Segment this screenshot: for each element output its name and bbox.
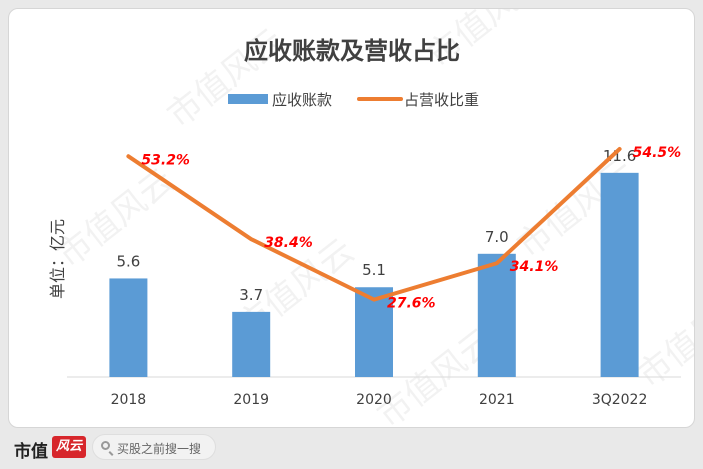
x-tick-label: 3Q2022 xyxy=(592,392,648,408)
footer: 市值 风云 买股之前搜一搜 xyxy=(0,428,703,469)
legend: 应收账款 占营收比重 xyxy=(228,91,479,109)
line-series xyxy=(126,147,622,302)
x-tick-label: 2018 xyxy=(111,392,147,408)
bar xyxy=(477,253,516,377)
bar-data-label: 5.1 xyxy=(362,261,386,279)
bar-data-label: 5.6 xyxy=(116,252,140,270)
bar xyxy=(355,287,393,377)
line-data-label: 54.5% xyxy=(633,145,682,161)
line-data-label: 53.2% xyxy=(141,152,190,168)
search-icon xyxy=(101,441,110,450)
brand-name: 市值 xyxy=(14,442,48,462)
brand-logo: 风云 xyxy=(52,436,86,458)
line-data-label: 27.6% xyxy=(387,296,436,312)
legend-bar-label: 应收账款 xyxy=(272,91,332,109)
bar-labels: 5.6 3.7 5.1 7.0 11.6 xyxy=(116,147,636,304)
x-tick-label: 2020 xyxy=(356,392,392,408)
legend-bar-swatch xyxy=(228,94,268,104)
search-input[interactable]: 买股之前搜一搜 xyxy=(92,434,216,460)
bar xyxy=(109,278,148,377)
x-tick-label: 2021 xyxy=(479,392,515,408)
bar-data-label: 3.7 xyxy=(239,286,263,304)
bar xyxy=(232,311,271,377)
bar-series xyxy=(109,172,639,377)
chart-title: 应收账款及营收占比 xyxy=(244,37,460,65)
bar xyxy=(600,172,639,377)
chart-card: 市值风云 市值风云 市值风云 市值风云 市值风云 市值风云 市值风云 应收账款及营收占比 应… xyxy=(8,8,695,428)
x-tick-label: 2019 xyxy=(233,392,269,408)
line-data-label: 34.1% xyxy=(510,259,559,275)
legend-line-label: 占营收比重 xyxy=(404,91,479,109)
search-placeholder: 买股之前搜一搜 xyxy=(117,442,202,456)
x-tick-labels: 2018 2019 2020 2021 3Q2022 xyxy=(111,392,648,408)
line-data-label: 38.4% xyxy=(264,235,313,251)
line-labels: 53.2% 38.4% 27.6% 34.1% 54.5% xyxy=(141,145,681,312)
line-path xyxy=(126,147,622,302)
watermark-text: 市值风云 xyxy=(630,281,695,396)
bar-data-label: 11.6 xyxy=(603,147,636,165)
bar-data-label: 7.0 xyxy=(485,228,509,246)
y-axis-label: 单位：亿元 xyxy=(48,219,67,299)
